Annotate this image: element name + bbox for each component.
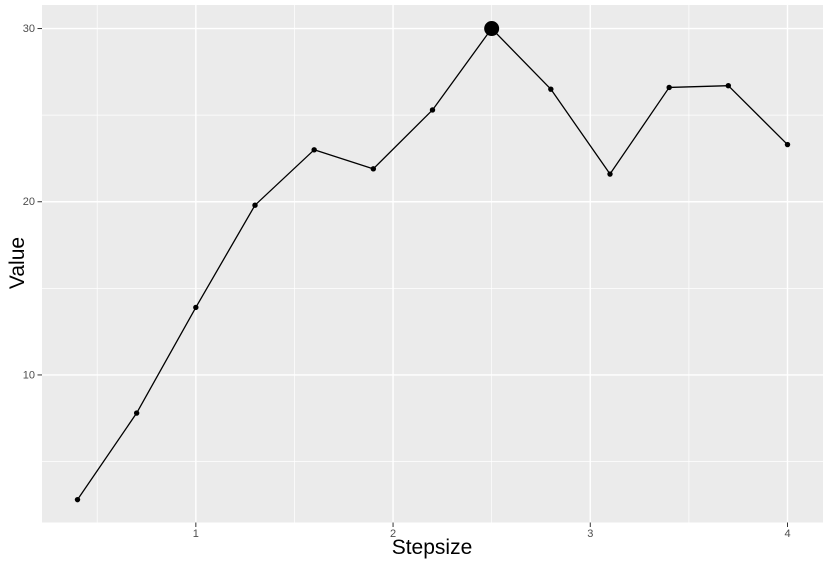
axis-tick-marks: [37, 28, 788, 527]
data-point: [193, 304, 199, 311]
minor-gridlines: [42, 5, 823, 523]
data-point: [252, 202, 258, 208]
y-axis-title: Value: [6, 237, 29, 289]
axis-tick-labels: 1 2 3 4 10 20 30: [23, 23, 791, 540]
data-point: [133, 410, 140, 416]
x-tick-label: 1: [193, 528, 199, 540]
y-tick-label: 20: [23, 196, 35, 208]
highlighted-data-point: [484, 21, 500, 37]
data-point: [607, 171, 613, 177]
plot-panel: [42, 5, 823, 523]
x-tick-label: 4: [784, 528, 790, 540]
y-tick-label: 10: [23, 369, 35, 381]
y-tick-label: 30: [23, 23, 35, 35]
x-tick-label: 2: [390, 528, 396, 540]
x-axis-title: Stepsize: [392, 536, 473, 559]
data-point: [784, 141, 791, 148]
data-series: [74, 21, 791, 503]
major-gridlines: [42, 5, 823, 523]
x-tick-label: 3: [587, 528, 593, 540]
data-point: [311, 147, 317, 153]
data-point: [666, 84, 672, 91]
data-point: [548, 86, 554, 92]
data-point: [429, 107, 436, 113]
data-point: [74, 496, 81, 503]
data-point: [370, 166, 377, 172]
data-point: [725, 83, 732, 89]
